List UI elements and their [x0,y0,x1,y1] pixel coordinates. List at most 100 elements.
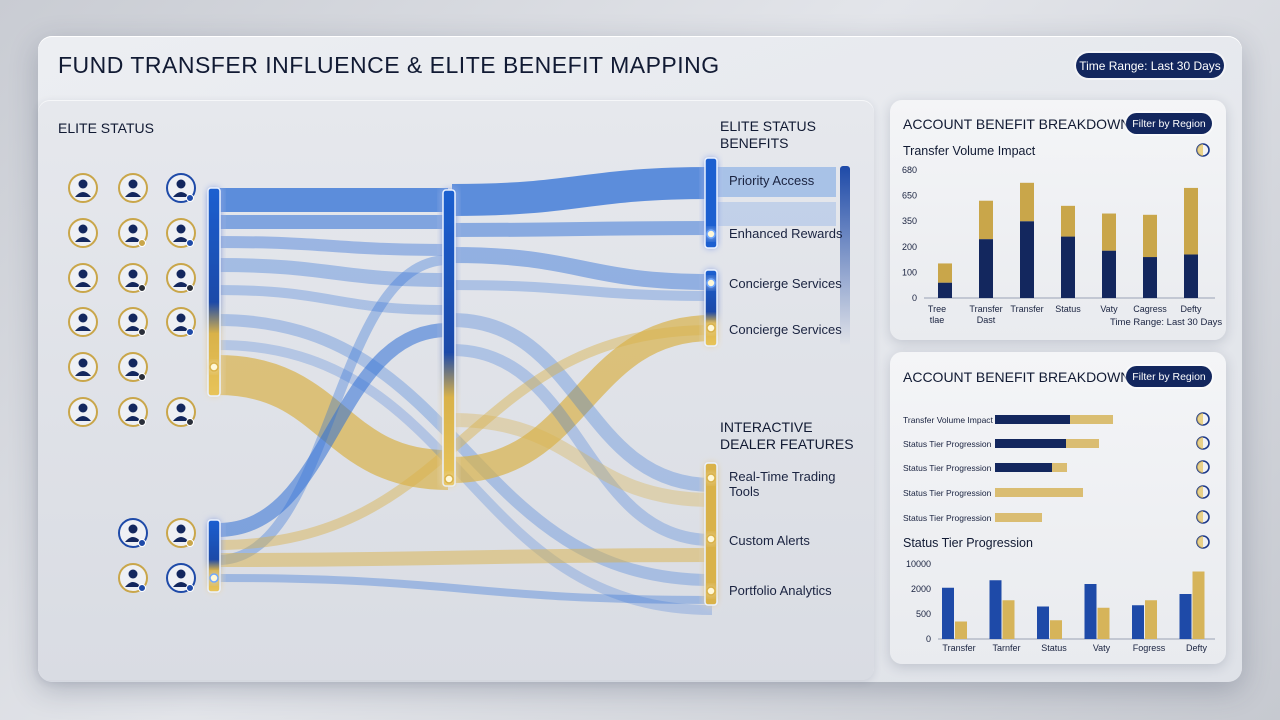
avatar-badge [138,284,146,292]
user-avatar-icon[interactable] [118,218,148,248]
user-avatar-icon[interactable] [118,563,148,593]
bar-series-2[interactable] [938,263,952,283]
avatar-badge [186,284,194,292]
bar-series-2[interactable] [1050,620,1062,639]
bar-series-2[interactable] [1097,607,1110,639]
user-avatar-icon[interactable] [118,307,148,337]
hbar-series-1[interactable] [995,463,1052,472]
hbar-series-2[interactable] [1070,415,1113,424]
user-avatar-icon[interactable] [68,173,98,203]
bar-series-1[interactable] [1143,257,1157,298]
hbar-series-1[interactable] [995,439,1066,448]
avatar-head [176,313,186,323]
user-avatar-icon[interactable] [166,563,196,593]
bar-series-1[interactable] [1020,221,1034,298]
x-tick-label: Transfer [942,643,975,653]
avatar-badge [186,418,194,426]
card1-title: ACCOUNT BENEFIT BREAKDOWN [903,116,1131,132]
benefit-enhanced-rewards[interactable]: Enhanced Rewards [729,226,843,241]
bar-series-2[interactable] [1145,600,1157,639]
bar-series-2[interactable] [1192,571,1205,640]
avatar-head [176,403,186,413]
hbar-series-1[interactable] [995,415,1070,424]
sankey-node-features[interactable] [704,462,718,606]
bar-series-2[interactable] [1143,214,1157,258]
user-avatar-icon[interactable] [118,518,148,548]
benefit-concierge-services-2[interactable]: Concierge Services [729,322,842,337]
bar-series-2[interactable] [1002,600,1015,639]
avatar-body [173,192,189,197]
y-tick-label: 200 [902,242,917,252]
sankey-node-middle[interactable] [442,189,456,487]
bar-series-1[interactable] [1132,605,1144,639]
bar-series-2[interactable] [1061,205,1075,237]
feature-real-time-trading[interactable]: Real-Time Trading Tools [729,469,836,499]
hbar-label: Status Tier Progression [903,513,992,523]
sankey-flow [217,258,449,287]
user-avatar-icon[interactable] [166,307,196,337]
sankey-flow [217,548,713,567]
bar-series-2[interactable] [1020,182,1034,222]
toggle-half [1197,144,1203,156]
avatar-body [125,192,141,197]
bar-series-1[interactable] [989,580,1002,639]
filter-region-button-2[interactable]: Filter by Region [1126,366,1212,387]
hbar-series-2[interactable] [1066,439,1099,448]
bar-series-2[interactable] [955,621,967,640]
hbar-label: Transfer Volume Impact [903,415,994,425]
bar-series-1[interactable] [942,587,954,639]
bar-series-1[interactable] [1061,236,1075,298]
avatar-body [173,237,189,242]
bar-series-1[interactable] [1037,606,1049,640]
bar-series-1[interactable] [1084,584,1097,639]
toggle-half [1197,486,1203,498]
bar-series-2[interactable] [1102,213,1116,251]
user-avatar-icon[interactable] [166,218,196,248]
sankey-flow [451,344,713,546]
avatar-body [125,582,141,587]
user-avatar-icon[interactable] [118,397,148,427]
user-avatar-icon[interactable] [166,263,196,293]
sankey-node-elite-upper[interactable] [207,187,221,397]
feature-portfolio-analytics[interactable]: Portfolio Analytics [729,583,832,598]
user-avatar-icon[interactable] [68,218,98,248]
sankey-node-benefits-a[interactable] [704,157,718,249]
sankey-flow [217,255,449,565]
bar-series-1[interactable] [979,239,993,298]
bar-series-2[interactable] [979,200,993,240]
node-handle [706,278,716,288]
avatar-body [75,192,91,197]
user-avatar-icon[interactable] [68,397,98,427]
user-avatar-icon[interactable] [118,352,148,382]
user-avatar-icon[interactable] [166,397,196,427]
user-avatar-icon[interactable] [118,173,148,203]
user-avatar-icon[interactable] [68,352,98,382]
avatar-badge [186,584,194,592]
user-avatar-icon[interactable] [166,173,196,203]
sankey-node-elite-lower[interactable] [207,519,221,593]
time-range-button[interactable]: Time Range: Last 30 Days [1076,53,1224,78]
avatar-body [173,282,189,287]
y-tick-label: 350 [902,216,917,226]
filter-region-button-1[interactable]: Filter by Region [1126,113,1212,134]
avatar-body [75,282,91,287]
bar-series-2[interactable] [1184,187,1198,255]
bar-series-1[interactable] [1179,594,1192,639]
bar-series-1[interactable] [1184,254,1198,298]
hbar-series-2[interactable] [995,513,1042,522]
benefit-concierge-services-1[interactable]: Concierge Services [729,276,842,291]
user-avatar-icon[interactable] [68,307,98,337]
avatar-head [176,224,186,234]
user-avatar-icon[interactable] [68,263,98,293]
hbar-series-2[interactable] [1052,463,1067,472]
bar-series-1[interactable] [1102,250,1116,298]
feature-custom-alerts[interactable]: Custom Alerts [729,533,810,548]
user-avatar-icon[interactable] [166,518,196,548]
avatar-head [78,313,88,323]
bar-series-1[interactable] [938,282,952,298]
elite-status-heading: ELITE STATUS [58,120,154,136]
user-avatar-icon[interactable] [118,263,148,293]
benefit-priority-access[interactable]: Priority Access [729,173,815,188]
node-handle [706,229,716,239]
hbar-series-2[interactable] [995,488,1083,497]
